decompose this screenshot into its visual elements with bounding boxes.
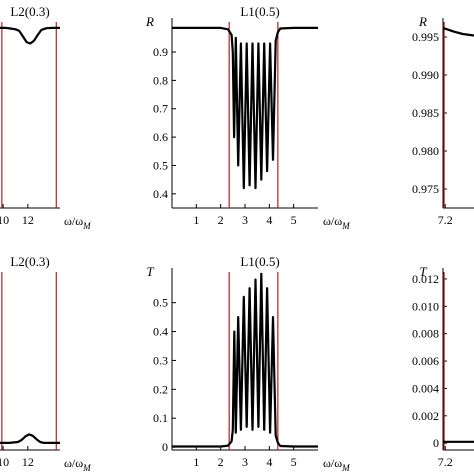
x-axis-label: ω/ωM: [64, 214, 91, 231]
panel-bottom-middle: 1 2 3 4 5 0 0.1 0.2 0.3 0.4 0.5 L1(0.5) ω/ωM T: [146, 254, 350, 473]
series-line: [0, 433, 60, 444]
x-tick-label: 2: [218, 455, 224, 469]
x-tick-label: 5: [291, 213, 297, 227]
series-line: [172, 26, 318, 190]
y-tick-label: 0.5: [153, 158, 168, 172]
x-axis-label: ω/ωM: [323, 456, 350, 473]
y-tick-label: 0.012: [412, 272, 439, 286]
x-tick-label: 1: [193, 455, 199, 469]
panel-title: L1(0.5): [240, 4, 279, 19]
y-tick-label: 0.6: [153, 130, 168, 144]
y-tick-label: 0.4: [153, 187, 168, 201]
y-tick-label: 0.008: [412, 327, 439, 341]
y-tick-label: 0: [162, 440, 168, 454]
panel-bottom-left: 10 12 L2(0.3) ω/ωM: [0, 254, 91, 473]
y-tick-label: 0.004: [412, 381, 439, 395]
y-tick-label: 0.002: [412, 409, 439, 423]
x-tick-label: 2: [218, 213, 224, 227]
y-tick-label: 0.975: [412, 182, 439, 196]
y-axis-label: R: [418, 14, 427, 29]
y-tick-label: 0.2: [153, 382, 168, 396]
y-tick-label: 0: [433, 436, 439, 450]
panel-top-middle: 1 2 3 4 5 0.4 0.5 0.6 0.7 0.8 0.9 L1(0.5) ω/ωM R: [145, 4, 350, 231]
x-tick-label: 12: [22, 213, 34, 227]
y-tick-label: 0.006: [412, 354, 439, 368]
panel-title: L2(0.3): [10, 4, 49, 19]
x-tick-label: 5: [291, 455, 297, 469]
series-line: [442, 26, 474, 37]
x-tick-label: 1: [193, 213, 199, 227]
y-tick-label: 0.7: [153, 102, 168, 116]
x-tick-label: 3: [242, 455, 248, 469]
x-tick-label: 12: [22, 455, 34, 469]
y-axis-label: T: [146, 264, 154, 279]
y-tick-label: 0.010: [412, 299, 439, 313]
series-line: [0, 26, 60, 45]
panel-top-left: 10 12 L2(0.3) ω/ωM: [0, 4, 91, 231]
y-tick-label: 0.1: [153, 411, 168, 425]
x-tick-label: 3: [242, 213, 248, 227]
y-tick-label: 0.990: [412, 68, 439, 82]
y-tick-label: 0.4: [153, 325, 168, 339]
y-tick-label: 0.3: [153, 353, 168, 367]
y-axis-label: T: [419, 264, 427, 279]
y-tick-label: 0.985: [412, 106, 439, 120]
panel-title: L1(0.5): [240, 254, 279, 269]
x-tick-label: 10: [0, 455, 9, 469]
y-axis-label: R: [145, 14, 154, 29]
series-line: [172, 272, 318, 448]
panel-title: L2(0.3): [10, 254, 49, 269]
x-tick-label: 10: [0, 213, 9, 227]
x-tick-label: 4: [266, 455, 272, 469]
x-tick-label: 4: [266, 213, 272, 227]
x-axis-label: ω/ωM: [323, 214, 350, 231]
y-tick-label: 0.9: [153, 45, 168, 59]
x-tick-label: 7.2: [438, 455, 453, 469]
y-tick-label: 0.980: [412, 144, 439, 158]
y-tick-label: 0.5: [153, 296, 168, 310]
y-tick-label: 0.8: [153, 73, 168, 87]
x-axis-label: ω/ωM: [64, 456, 91, 473]
y-tick-label: 0.995: [412, 30, 439, 44]
x-tick-label: 7.2: [438, 213, 453, 227]
